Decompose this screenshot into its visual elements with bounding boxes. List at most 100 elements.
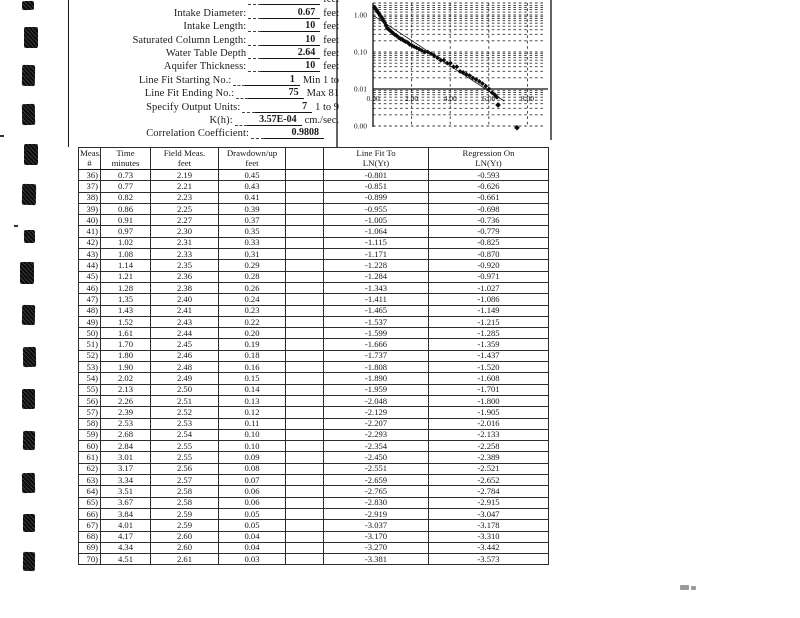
table-header-line2: LN(Yt) [475, 157, 502, 168]
table-cell: -1.808 [323, 361, 429, 374]
table-cell: 2.44 [150, 327, 219, 340]
table-cell [285, 225, 324, 238]
table-cell [285, 462, 324, 476]
table-cell [285, 191, 324, 204]
table-cell: -2.652 [428, 474, 549, 487]
table-header-cell: Line Fit To LN(Yt) [323, 147, 429, 170]
table-row: 57) 2.39 2.52 0.12 -2.129 -1.905 [78, 406, 549, 419]
table-cell: 0.31 [218, 248, 286, 261]
table-cell: 0.39 [218, 202, 286, 216]
table-cell: 0.03 [218, 553, 286, 566]
scan-artifact [21, 472, 36, 494]
table-cell: 2.21 [150, 180, 219, 193]
table-row: 36) 0.73 2.19 0.45 -0.801 -0.593 [78, 168, 549, 182]
measurement-table: Meas. # Time minutes Field Meas. feet Drawdown… [78, 147, 549, 566]
table-cell: 0.22 [218, 315, 286, 329]
table-cell: 2.84 [100, 440, 151, 453]
table-cell: 0.07 [218, 474, 286, 487]
table-cell: -1.666 [323, 338, 429, 351]
table-cell: -1.465 [323, 304, 429, 317]
scan-artifact [23, 229, 36, 244]
form-field-unit: feet [323, 7, 339, 19]
table-cell: 1.21 [100, 270, 151, 283]
table-cell: 0.05 [218, 507, 286, 521]
table-cell: -1.608 [428, 372, 549, 385]
form-row: Aquifer Thickness: 10 feet [69, 59, 339, 73]
table-row: 52) 1.80 2.46 0.18 -1.737 -1.437 [78, 349, 549, 363]
form-field-label: Water Table Depth [165, 47, 247, 59]
table-cell: -2.915 [428, 496, 549, 509]
table-cell: -1.284 [323, 270, 429, 283]
table-row: 46) 1.28 2.38 0.26 -1.343 -1.027 [78, 281, 549, 295]
form-leader-line [234, 117, 247, 126]
table-cell: 2.60 [150, 530, 219, 543]
table-cell: 2.19 [150, 168, 219, 182]
table-cell: -1.228 [323, 259, 429, 272]
table-cell [285, 519, 324, 532]
table-cell [285, 338, 324, 351]
scan-artifact [21, 304, 36, 326]
form-leader-line [248, 63, 262, 73]
table-cell: -0.870 [428, 248, 549, 261]
scan-artifact [14, 225, 18, 227]
table-cell: 2.57 [150, 474, 219, 487]
chart-outlier-point [495, 102, 501, 108]
table-cell: -2.354 [323, 440, 429, 453]
table-cell: -1.027 [428, 281, 549, 295]
table-cell: -2.048 [323, 394, 429, 408]
table-cell [285, 406, 324, 419]
form-field-unit: Min 1 to [302, 74, 339, 86]
form-row: Line Fit Ending No.: 75 Max 81 [69, 86, 339, 100]
table-cell: 0.91 [100, 214, 151, 227]
table-cell: -0.825 [428, 236, 549, 250]
table-cell: 2.48 [150, 361, 219, 374]
table-cell: 2.60 [150, 541, 219, 555]
form-field-value: 7 [254, 101, 313, 113]
table-cell: 3.01 [100, 451, 151, 464]
table-cell: -2.450 [323, 451, 429, 464]
table-cell: 0.35 [218, 225, 286, 238]
table-cell: -0.920 [428, 259, 549, 272]
table-cell: 41) [78, 225, 101, 238]
form-field-label: Intake Diameter: [173, 7, 247, 19]
table-cell: 2.50 [150, 383, 219, 396]
table-cell: 0.05 [218, 519, 286, 532]
table-cell: 55) [78, 383, 101, 396]
form-field-value: 2.64 [261, 47, 321, 59]
table-cell: 0.73 [100, 168, 151, 182]
table-cell: -3.310 [428, 530, 549, 543]
table-cell: 4.34 [100, 541, 151, 555]
table-cell: 1.52 [100, 315, 151, 329]
table-cell: 2.23 [150, 191, 219, 204]
form-field-value: 0.67 [261, 7, 321, 19]
table-cell: 2.54 [150, 428, 219, 442]
table-cell: 45) [78, 270, 101, 283]
table-cell: 3.34 [100, 474, 151, 487]
chart-x-tick-label: 8.00 [521, 94, 534, 103]
form-leader-line [251, 130, 264, 140]
table-row: 60) 2.84 2.55 0.10 -2.354 -2.258 [78, 440, 549, 453]
table-cell: 65) [78, 496, 101, 509]
table-row: 49) 1.52 2.43 0.22 -1.537 -1.215 [78, 315, 549, 329]
form-leader-line [248, 23, 262, 33]
table-row: 66) 3.84 2.59 0.05 -2.919 -3.047 [78, 507, 549, 521]
table-cell: -0.698 [428, 202, 549, 216]
table-row: 53) 1.90 2.48 0.16 -1.808 -1.520 [78, 361, 549, 374]
table-cell: 47) [78, 293, 101, 306]
table-cell: 2.26 [100, 394, 151, 408]
form-field-value: 10 [261, 20, 321, 33]
table-cell: 2.68 [100, 428, 151, 442]
table-row: 40) 0.91 2.27 0.37 -1.005 -0.736 [78, 214, 549, 227]
table-header-line2: feet [245, 157, 259, 168]
form-field-unit: feet [323, 0, 339, 5]
table-cell: 46) [78, 281, 101, 295]
table-cell [285, 474, 324, 487]
table-cell: 0.18 [218, 349, 286, 363]
form-field-label: Saturated Column Length: [132, 34, 247, 46]
table-cell: -2.389 [428, 451, 549, 464]
table-cell: 0.23 [218, 304, 286, 317]
form-row: Line Fit Starting No.: 1 Min 1 to [69, 72, 339, 86]
table-cell: 0.10 [218, 440, 286, 453]
table-cell: -3.047 [428, 507, 549, 521]
table-cell [285, 394, 324, 408]
